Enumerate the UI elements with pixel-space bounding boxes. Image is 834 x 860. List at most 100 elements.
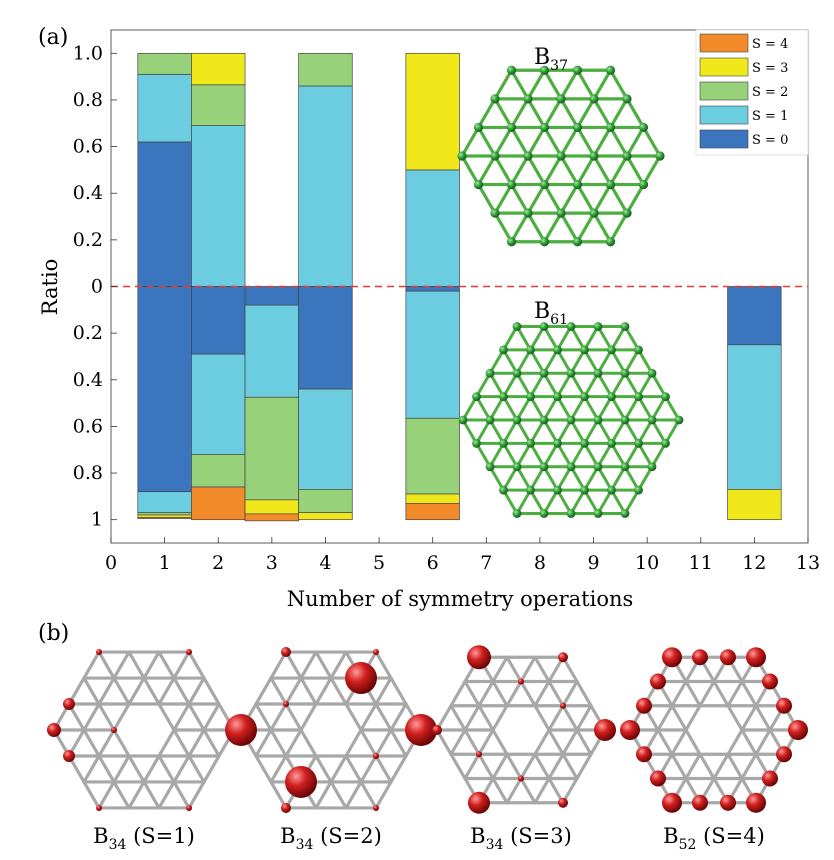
b37-bond — [559, 154, 580, 187]
b61-atom — [526, 485, 535, 495]
b61-bond — [515, 348, 532, 375]
structure-3-atom — [432, 725, 442, 735]
b61-atom — [634, 485, 643, 495]
bar-bottom-x2-s4 — [191, 486, 246, 521]
b61-atom — [620, 322, 630, 331]
structure-1-bond — [82, 650, 101, 680]
legend-swatch-s1 — [699, 105, 749, 125]
structure-3-bond — [547, 728, 565, 756]
structure-3-bond — [491, 679, 509, 708]
structure-4-bond — [684, 752, 702, 781]
structure-2-atom — [345, 662, 377, 695]
structure-2-atom — [225, 714, 257, 746]
x-axis-label: Number of symmetry operations — [287, 587, 634, 611]
structure-3-bond — [477, 704, 495, 732]
b37-atom — [539, 179, 550, 190]
panel-b-structures — [47, 645, 808, 814]
b37-bond — [526, 68, 547, 101]
structure-1-bond — [82, 754, 101, 784]
b37-atom — [523, 94, 533, 104]
b61-atom — [539, 462, 549, 472]
b61-atom — [512, 368, 522, 378]
b37-atom — [473, 122, 484, 133]
structure-3-bond — [449, 679, 467, 708]
structure-2-atom — [281, 802, 291, 813]
b37-atom — [572, 237, 583, 247]
structure-2-bond — [269, 780, 288, 810]
b61-atom — [526, 345, 535, 355]
structure-1-bond — [172, 754, 191, 784]
b37-bond — [575, 97, 596, 130]
bar-top-x6-s3 — [405, 52, 460, 171]
b61-atom — [499, 345, 508, 355]
structure-1-bond — [187, 728, 206, 758]
b61-bond — [515, 324, 532, 352]
b37-atom — [655, 151, 665, 161]
structure-1-bond — [97, 780, 116, 810]
structure-3-atom — [558, 652, 568, 663]
b37-bond — [608, 154, 629, 187]
b61-bond — [556, 488, 573, 516]
b61-bond — [556, 441, 573, 469]
structure-3-bond — [505, 776, 523, 805]
structure-1-bond — [172, 650, 191, 680]
bar-bottom-x4-s2 — [298, 489, 353, 514]
structure-2-bond — [374, 650, 393, 680]
b61-bond — [583, 395, 600, 422]
b61-bond — [515, 395, 532, 422]
structure-1-bond — [112, 754, 131, 784]
structure-2-bond — [284, 676, 303, 706]
structure-3-bond — [463, 704, 481, 732]
structure-3-bond — [477, 752, 495, 781]
b61-atom — [512, 462, 522, 472]
b61-atom — [620, 462, 630, 472]
b37-bond — [493, 211, 514, 244]
b37-bond — [542, 211, 563, 244]
b61-bond — [650, 395, 667, 422]
structure-2-bond — [254, 754, 273, 784]
b61-bond — [569, 441, 586, 469]
b61-bond — [488, 395, 505, 422]
bar-bottom-x3-s1 — [244, 304, 300, 398]
b37-bond — [460, 154, 481, 187]
b61-bond — [529, 418, 546, 445]
structure-3-bond — [477, 728, 495, 756]
structure-1-bond — [82, 780, 101, 810]
b37-bond — [493, 97, 514, 130]
b61-atom — [674, 415, 684, 425]
x-tick-label-4: 4 — [319, 552, 331, 574]
structure-3-bond — [519, 679, 537, 708]
inset-b61-title: B61 — [534, 299, 568, 328]
b61-atom — [634, 345, 643, 355]
structure-1-bond — [142, 650, 161, 680]
structure-1-bond — [142, 754, 161, 784]
structure-2-bond — [299, 650, 318, 680]
structure-4-bond — [656, 728, 674, 756]
b61-atom — [499, 438, 508, 448]
b61-atom — [580, 438, 589, 448]
b61-bond — [569, 488, 586, 516]
structure-3-bond — [505, 655, 523, 684]
structure-2-bond — [284, 728, 303, 758]
b61-atom — [593, 462, 603, 472]
b61-atom — [539, 368, 549, 378]
caption-3-suffix: (S=3) — [503, 824, 571, 848]
b61-atom — [634, 438, 643, 448]
structure-1-bond — [112, 780, 131, 810]
bar-bottom-x4-s1 — [298, 388, 353, 490]
b37-bond — [493, 68, 514, 101]
b61-atom — [485, 368, 495, 378]
legend-swatch-s3 — [699, 57, 749, 77]
b61-atom — [512, 415, 522, 425]
bar-top-x1-s0 — [137, 141, 192, 287]
x-tick-label-0: 0 — [105, 552, 117, 574]
b61-atom — [539, 509, 549, 518]
structure-1-bond — [112, 676, 131, 706]
x-tick-label-9: 9 — [587, 552, 599, 574]
b61-bond — [623, 324, 640, 352]
b37-atom — [605, 65, 616, 75]
b61-atom — [485, 415, 495, 425]
y-tick-label-top-0.8: 0.8 — [73, 89, 103, 111]
b61-atom — [553, 438, 562, 448]
structure-2-bond — [329, 780, 348, 810]
